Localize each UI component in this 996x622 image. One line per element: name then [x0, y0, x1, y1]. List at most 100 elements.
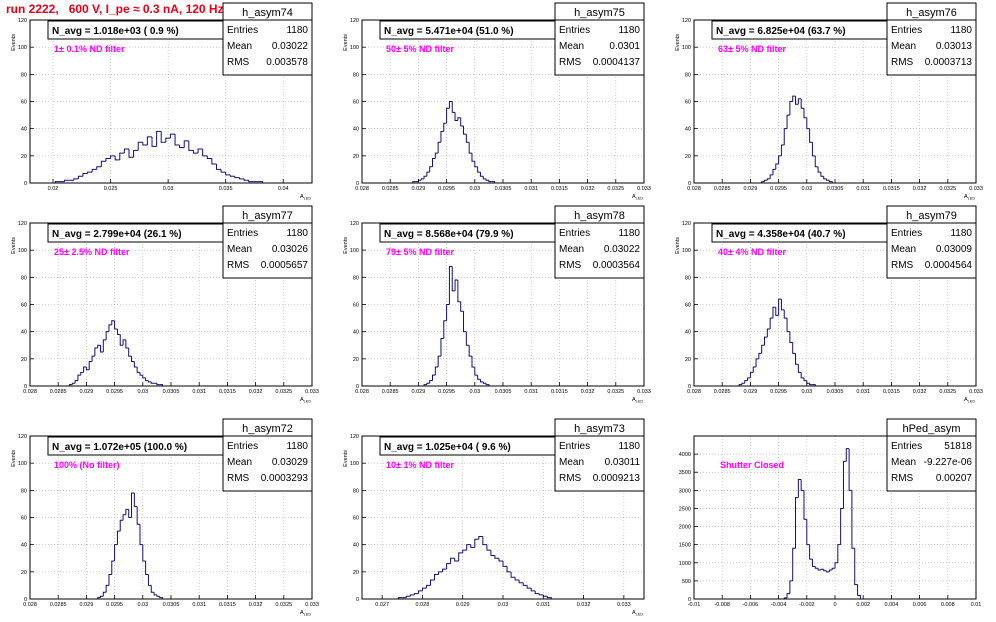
x-tick-label: 0.033 — [637, 389, 651, 395]
histogram-bar — [786, 593, 790, 598]
x-tick-label: 0.033 — [617, 602, 631, 608]
x-tick-label: -0.01 — [688, 602, 701, 608]
x-tick-label: 0.0325 — [607, 186, 624, 192]
histogram-bar — [834, 562, 838, 569]
x-tick-label: 0.0305 — [495, 186, 512, 192]
histogram-bar — [772, 306, 776, 319]
histogram-bar — [122, 339, 126, 346]
histogram-bars — [97, 492, 164, 599]
y-axis-title: Events — [11, 34, 17, 51]
y-tick-label: 100 — [682, 45, 691, 51]
y-tick-label: 1500 — [679, 543, 691, 549]
histogram-bars — [738, 298, 816, 386]
histogram-bar — [820, 172, 824, 177]
x-tick-label: 0.031 — [536, 602, 550, 608]
stat-label: Entries — [891, 441, 922, 452]
x-tick-label: 0.028 — [355, 186, 369, 192]
histogram-bar — [128, 149, 134, 158]
stat-value: 0.03009 — [936, 244, 973, 255]
x-tick-label: 0.0315 — [883, 389, 900, 395]
histogram-bar — [454, 279, 458, 291]
x-axis-title: ALED — [632, 610, 643, 617]
x-tick-label: 0.031 — [192, 389, 206, 395]
filter-annotation: Shutter Closed — [720, 460, 784, 470]
histogram-bar — [482, 381, 487, 384]
y-tick-label: 20 — [353, 357, 359, 363]
histogram-bar — [809, 544, 813, 560]
histogram-bar — [761, 344, 765, 354]
stat-label: Mean — [227, 41, 252, 52]
histogram-bar — [94, 347, 98, 357]
filter-annotation: 40± 4% ND filter — [718, 247, 786, 257]
histogram-bar — [211, 158, 217, 165]
stat-value: 0.0005657 — [261, 260, 309, 271]
histogram-bar — [145, 377, 149, 382]
histogram-bar — [139, 372, 143, 376]
histogram-bar — [443, 320, 447, 339]
histogram-bar — [823, 176, 827, 180]
histogram-bar — [429, 380, 433, 384]
histogram-bar — [803, 108, 807, 119]
y-tick-label: 40 — [685, 330, 691, 336]
histogram-bar — [192, 150, 199, 154]
x-tick-label: 0.0325 — [939, 389, 956, 395]
y-tick-label: 0 — [356, 597, 359, 603]
histogram-bar — [420, 178, 425, 181]
y-tick-label: 60 — [353, 303, 359, 309]
stat-label: RMS — [891, 473, 914, 484]
stats-box — [554, 205, 645, 279]
x-tick-label: 0.029 — [80, 602, 94, 608]
histogram-bar — [786, 114, 790, 129]
histogram-bar — [468, 345, 472, 357]
histogram-bar — [752, 366, 757, 373]
histogram-panel-h_asym79: 0.028 0.0285 0.029 0.0295 0.03 0.0305 0.031 0.0… — [675, 205, 983, 404]
x-tick-label: 0.029 — [456, 602, 470, 608]
histogram-bar — [490, 550, 495, 557]
y-tick-label: 120 — [682, 18, 691, 24]
histogram-bar — [417, 590, 423, 594]
y-tick-label: 60 — [353, 100, 359, 106]
histogram-bar — [105, 331, 109, 340]
y-tick-label: 40 — [353, 330, 359, 336]
histogram-bar — [202, 149, 208, 157]
histogram-bar — [156, 130, 162, 147]
histogram-bar — [783, 309, 788, 319]
y-tick-label: 120 — [682, 221, 691, 227]
histogram-bar — [478, 536, 483, 540]
stats-box — [222, 418, 313, 492]
x-tick-label: 0.028 — [687, 186, 701, 192]
histogram-bar — [108, 574, 112, 586]
stats-box — [222, 205, 313, 279]
y-tick-label: 100 — [18, 248, 27, 254]
x-tick-label: 0.002 — [856, 602, 870, 608]
x-axis-title: ALED — [300, 610, 311, 617]
y-tick-label: 80 — [21, 488, 27, 494]
stat-label: Mean — [891, 244, 916, 255]
stat-label: RMS — [559, 473, 582, 484]
histogram-panel-h_asym77: 0.028 0.0285 0.029 0.0295 0.03 0.0305 0.031 0.0… — [11, 205, 319, 404]
histogram-bar — [530, 588, 536, 592]
histogram-bar — [429, 579, 435, 586]
histogram-bar — [778, 155, 782, 164]
stats-box — [886, 205, 977, 279]
histogram-bar — [64, 179, 70, 182]
histogram-bar — [150, 381, 155, 384]
x-axis-title: ALED — [632, 397, 643, 404]
x-tick-label: -0.004 — [771, 602, 787, 608]
histogram-bar — [454, 558, 459, 562]
stat-value: 0.0003293 — [261, 473, 309, 484]
histogram-bar — [105, 158, 111, 162]
y-tick-label: 80 — [21, 72, 27, 78]
histogram-bar — [91, 168, 97, 173]
histogram-bar — [183, 140, 189, 148]
x-tick-label: 0.0315 — [551, 389, 568, 395]
y-tick-label: 20 — [21, 357, 27, 363]
y-tick-label: 0 — [688, 597, 691, 603]
stat-value: -9.227e-06 — [924, 457, 973, 468]
histogram-bar — [114, 155, 120, 161]
histogram-bar — [826, 570, 830, 573]
stat-value: 0.0004564 — [925, 260, 973, 271]
histogram-bar — [800, 479, 804, 491]
y-tick-label: 40 — [685, 127, 691, 133]
y-tick-label: 120 — [350, 434, 359, 440]
